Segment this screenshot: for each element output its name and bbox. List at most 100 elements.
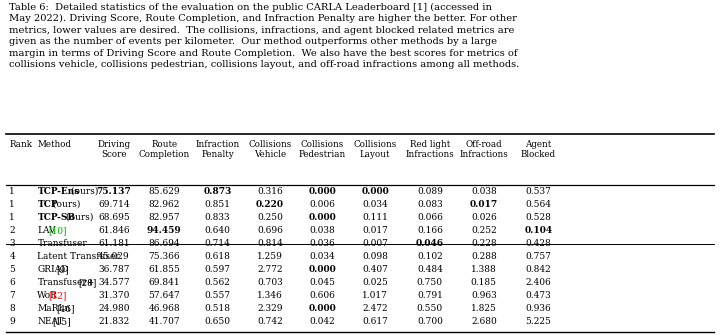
Text: 0.038: 0.038 — [310, 226, 336, 235]
Text: 0.017: 0.017 — [469, 200, 498, 209]
Text: 0.564: 0.564 — [526, 200, 552, 209]
Text: Agent
Blocked: Agent Blocked — [521, 140, 556, 159]
Text: 0.814: 0.814 — [257, 239, 283, 248]
Text: Off-road
Infractions: Off-road Infractions — [459, 140, 508, 159]
Text: 7: 7 — [9, 291, 15, 300]
Text: 85.629: 85.629 — [148, 187, 180, 196]
Text: 2.406: 2.406 — [526, 278, 552, 287]
Text: 0.166: 0.166 — [417, 226, 443, 235]
Text: [28]: [28] — [78, 278, 97, 287]
Text: 94.459: 94.459 — [147, 226, 181, 235]
Text: 0.562: 0.562 — [204, 278, 230, 287]
Text: NEAT: NEAT — [37, 317, 64, 326]
Text: Collisions
Layout: Collisions Layout — [354, 140, 397, 159]
Text: 0.017: 0.017 — [362, 226, 388, 235]
Text: Route
Completion: Route Completion — [138, 140, 190, 159]
Text: 0.036: 0.036 — [310, 239, 336, 248]
Text: 61.181: 61.181 — [98, 239, 130, 248]
Text: 0.045: 0.045 — [310, 278, 336, 287]
Text: 0.714: 0.714 — [204, 239, 230, 248]
Text: Transfuser+: Transfuser+ — [37, 278, 95, 287]
Text: 0.936: 0.936 — [526, 304, 552, 313]
Text: (ours): (ours) — [68, 187, 98, 196]
Text: 0.288: 0.288 — [471, 252, 497, 261]
Text: 0.042: 0.042 — [310, 317, 336, 326]
Text: Collisions
Vehicle: Collisions Vehicle — [248, 140, 292, 159]
Text: 0.791: 0.791 — [417, 291, 443, 300]
Text: TCP: TCP — [37, 200, 58, 209]
Text: 0.700: 0.700 — [417, 317, 443, 326]
Text: 61.846: 61.846 — [98, 226, 130, 235]
Text: 0.185: 0.185 — [471, 278, 497, 287]
Text: 0.407: 0.407 — [362, 265, 388, 274]
Text: 1.825: 1.825 — [471, 304, 497, 313]
Text: Table 6:  Detailed statistics of the evaluation on the public CARLA Leaderboard : Table 6: Detailed statistics of the eval… — [9, 3, 520, 69]
Text: 0.089: 0.089 — [417, 187, 443, 196]
Text: 0.006: 0.006 — [310, 200, 336, 209]
Text: 2: 2 — [9, 226, 15, 235]
Text: 0.104: 0.104 — [524, 226, 553, 235]
Text: 82.957: 82.957 — [148, 213, 180, 222]
Text: 1: 1 — [9, 213, 15, 222]
Text: 0.640: 0.640 — [204, 226, 230, 235]
Text: 68.695: 68.695 — [98, 213, 130, 222]
Text: 0.000: 0.000 — [309, 265, 336, 274]
Text: 0.007: 0.007 — [362, 239, 388, 248]
Text: 0.618: 0.618 — [204, 252, 230, 261]
Text: 0.220: 0.220 — [256, 200, 284, 209]
Text: [9]: [9] — [56, 265, 69, 274]
Text: Driving
Score: Driving Score — [97, 140, 130, 159]
Text: 36.787: 36.787 — [98, 265, 130, 274]
Text: 2.772: 2.772 — [257, 265, 283, 274]
Text: 0.703: 0.703 — [257, 278, 283, 287]
Text: 0.250: 0.250 — [257, 213, 283, 222]
Text: 0.428: 0.428 — [526, 239, 552, 248]
Text: 0.851: 0.851 — [204, 200, 230, 209]
Text: 21.832: 21.832 — [98, 317, 130, 326]
Text: 0.000: 0.000 — [361, 187, 389, 196]
Text: Collisions
Pedestrian: Collisions Pedestrian — [299, 140, 346, 159]
Text: 46.968: 46.968 — [148, 304, 180, 313]
Text: (ours): (ours) — [50, 200, 81, 209]
Text: 1.388: 1.388 — [471, 265, 497, 274]
Text: 0.473: 0.473 — [526, 291, 552, 300]
Text: 0.528: 0.528 — [526, 213, 552, 222]
Text: 5.225: 5.225 — [526, 317, 552, 326]
Text: 1.259: 1.259 — [257, 252, 283, 261]
Text: Rank: Rank — [9, 140, 32, 149]
Text: 61.855: 61.855 — [148, 265, 180, 274]
Text: 69.841: 69.841 — [148, 278, 180, 287]
Text: 2.680: 2.680 — [471, 317, 497, 326]
Text: Red light
Infractions: Red light Infractions — [405, 140, 454, 159]
Text: 9: 9 — [9, 317, 15, 326]
Text: 5: 5 — [9, 265, 15, 274]
Text: Method: Method — [37, 140, 71, 149]
Text: 0.873: 0.873 — [203, 187, 232, 196]
Text: 0.833: 0.833 — [204, 213, 230, 222]
Text: 0.963: 0.963 — [471, 291, 497, 300]
Text: 0.034: 0.034 — [362, 200, 388, 209]
Text: 0.111: 0.111 — [362, 213, 388, 222]
Text: 0.597: 0.597 — [204, 265, 230, 274]
Text: Latent Transfuser: Latent Transfuser — [37, 252, 120, 261]
Text: 0.842: 0.842 — [526, 265, 552, 274]
Text: 3: 3 — [9, 239, 15, 248]
Text: 0.742: 0.742 — [257, 317, 283, 326]
Text: 82.962: 82.962 — [148, 200, 180, 209]
Text: 0.038: 0.038 — [471, 187, 497, 196]
Text: 0.025: 0.025 — [362, 278, 388, 287]
Text: 0.034: 0.034 — [310, 252, 336, 261]
Text: (ours): (ours) — [63, 213, 94, 222]
Text: 0.316: 0.316 — [257, 187, 283, 196]
Text: [46]: [46] — [56, 304, 75, 313]
Text: 41.707: 41.707 — [148, 317, 180, 326]
Text: 57.647: 57.647 — [148, 291, 180, 300]
Text: WoR: WoR — [37, 291, 58, 300]
Text: 1: 1 — [9, 187, 15, 196]
Text: 1: 1 — [9, 200, 15, 209]
Text: 2.329: 2.329 — [257, 304, 283, 313]
Text: TCP-Ens: TCP-Ens — [37, 187, 80, 196]
Text: TCP-SB: TCP-SB — [37, 213, 76, 222]
Text: 0.484: 0.484 — [417, 265, 443, 274]
Text: 0.757: 0.757 — [526, 252, 552, 261]
